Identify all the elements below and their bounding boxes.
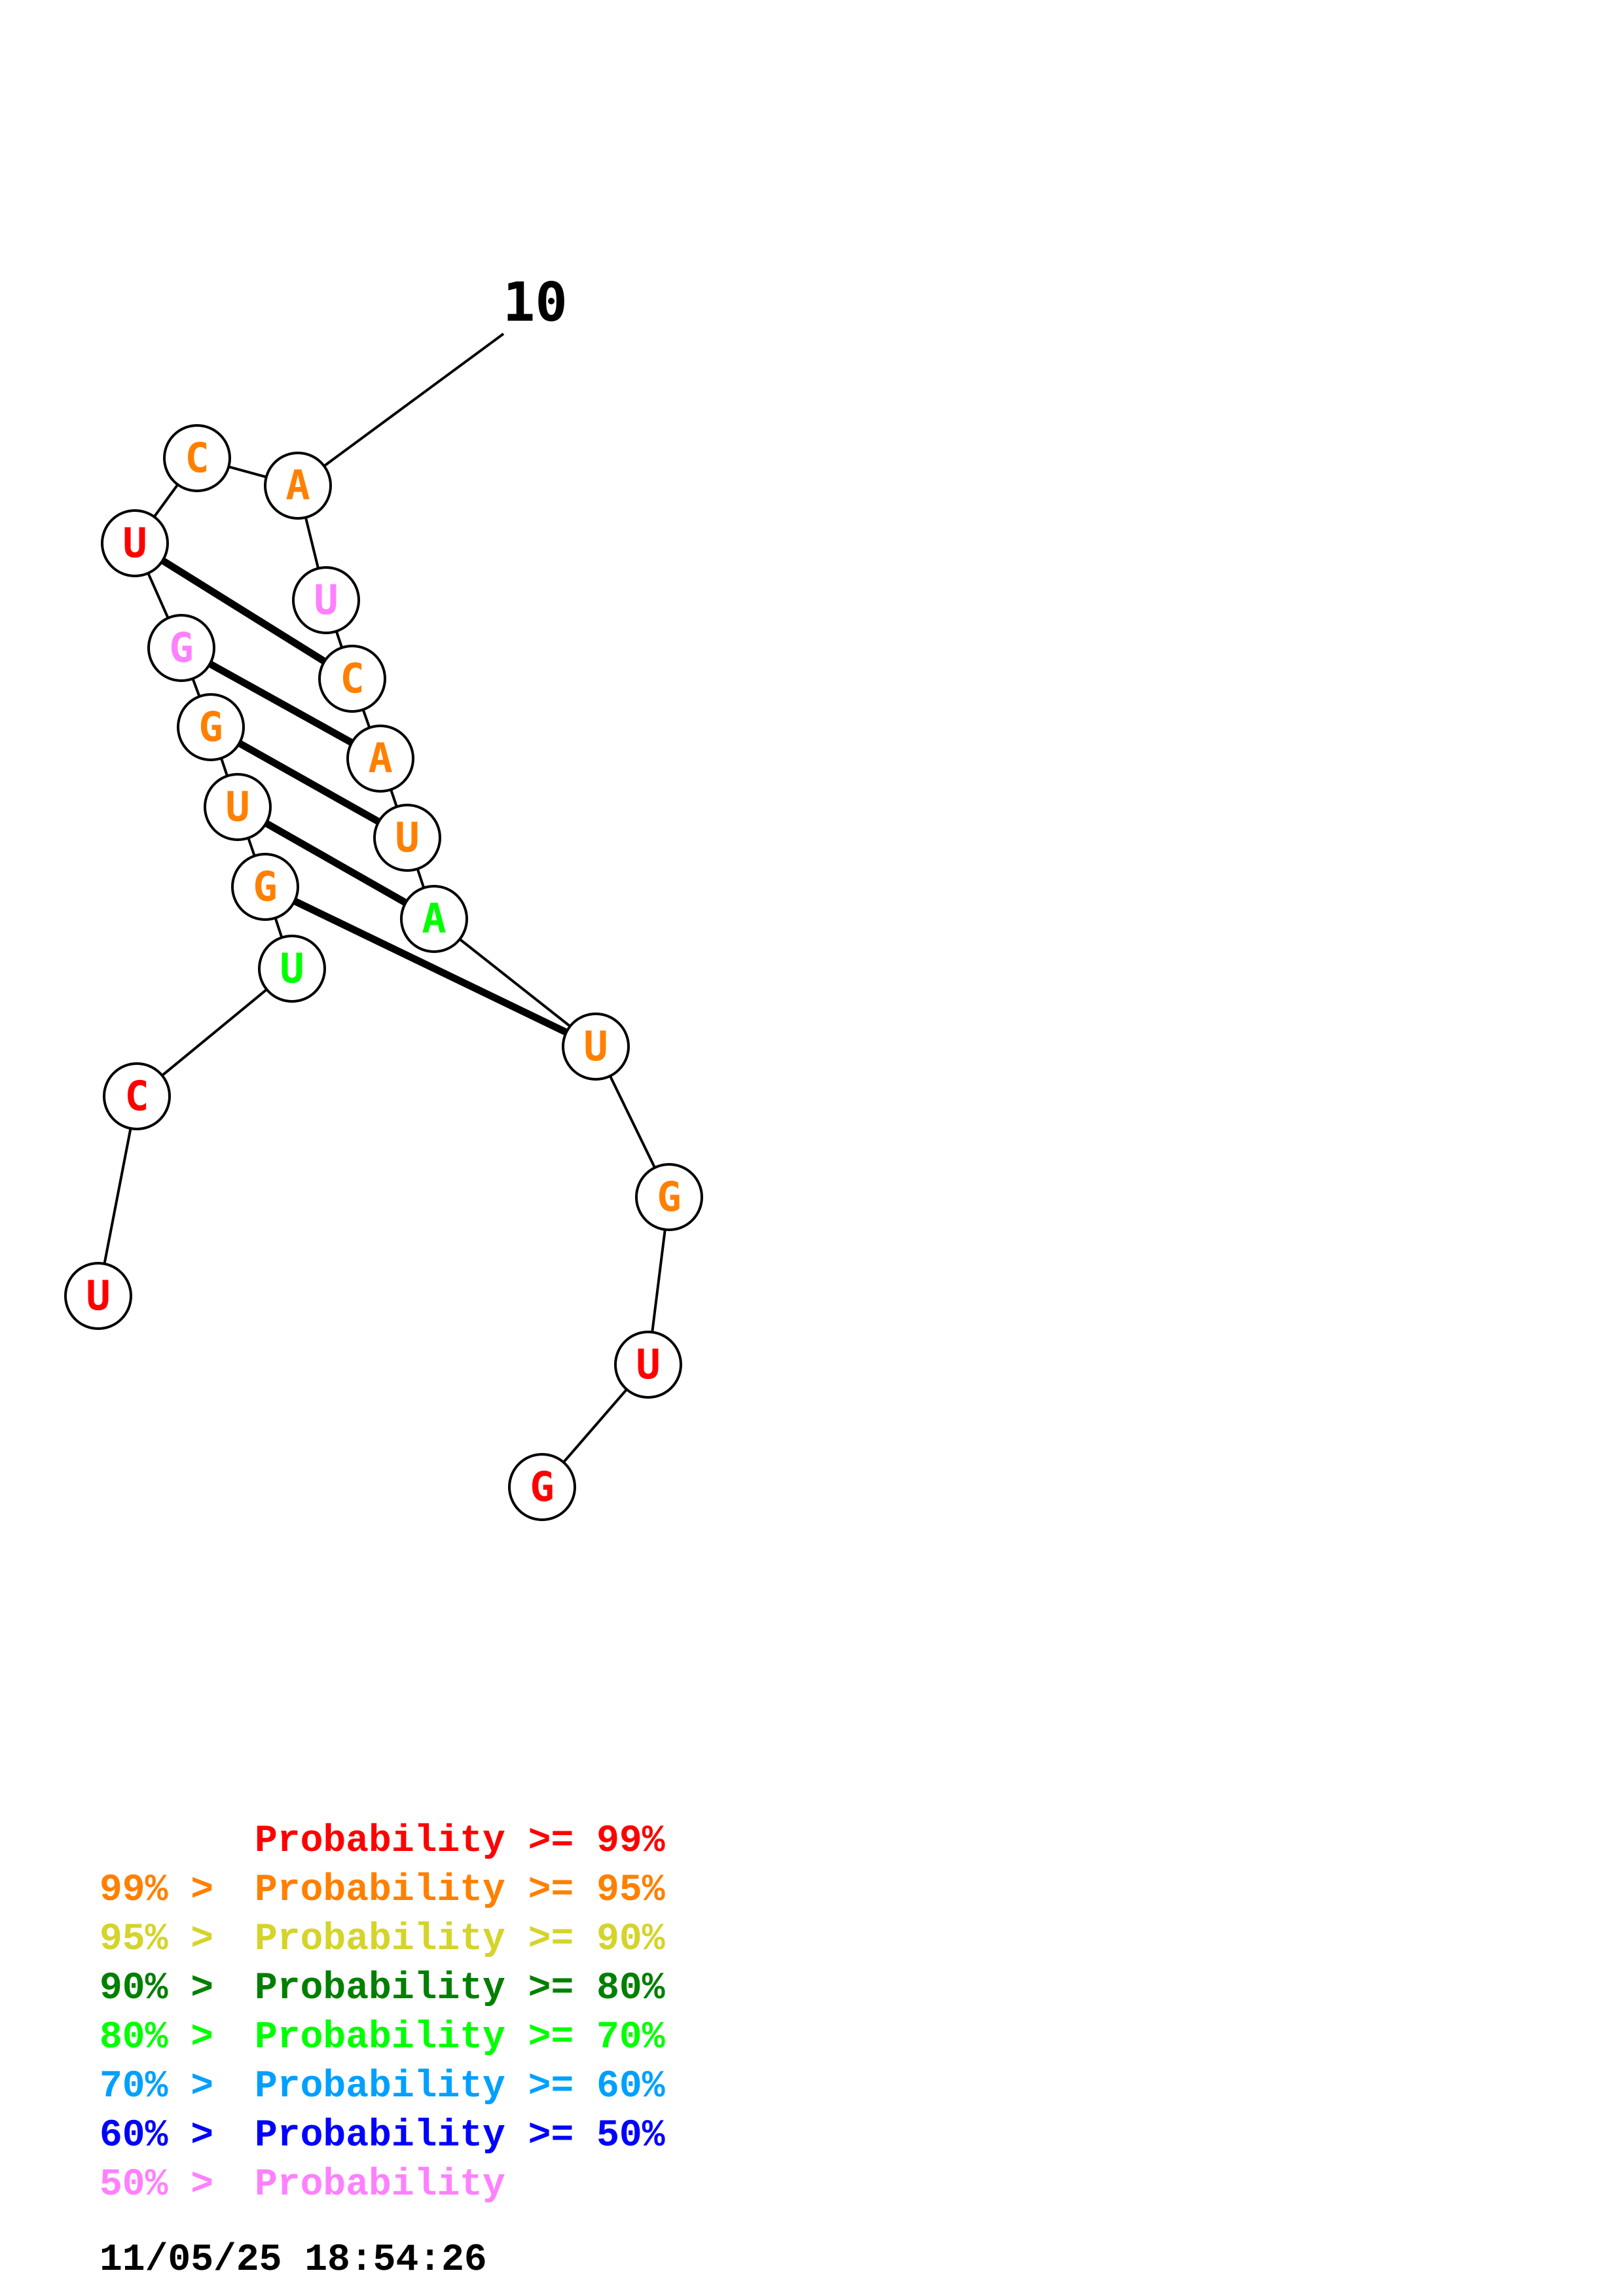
base-pair-bond	[179, 645, 382, 762]
nucleotide-5: U	[204, 773, 272, 841]
probability-legend: Probability >= 99% 99% > Probability >= 9…	[100, 1820, 665, 2282]
nucleotide-11: U	[292, 566, 360, 634]
nucleotide-circle	[400, 885, 468, 953]
position-label-layer: 10	[295, 272, 568, 488]
legend-label: Probability >= 70%	[255, 2017, 665, 2059]
legend-row: 99% > Probability >= 95%	[100, 1869, 665, 1912]
nucleotide-circle	[103, 1062, 171, 1130]
nucleotide-base: G	[253, 863, 277, 910]
base-pair-bond	[209, 724, 409, 841]
nucleotide-12: C	[318, 645, 386, 713]
nucleotide-circle	[64, 1262, 132, 1330]
legend-row: 80% > Probability >= 70%	[100, 2017, 665, 2059]
legend-prefix: 60% >	[100, 2115, 213, 2157]
legend-label: Probability	[255, 2164, 505, 2206]
nucleotide-base: A	[368, 734, 392, 782]
legend-row: 70% > Probability >= 60%	[100, 2066, 665, 2108]
nucleotide-base: C	[340, 655, 364, 702]
legend-row: Probability >= 99%	[255, 1820, 665, 1863]
nucleotide-14: U	[373, 804, 441, 872]
legend-prefix: 70% >	[100, 2066, 213, 2108]
position-label-10: 10	[503, 272, 568, 334]
backbone-layer	[97, 457, 670, 1488]
nucleotide-base: U	[86, 1272, 110, 1319]
legend-row: 50% > Probability	[100, 2164, 505, 2206]
nucleotide-circle	[204, 773, 272, 841]
nucleotide-4: G	[231, 853, 299, 921]
nucleotide-15: A	[400, 885, 468, 953]
nucleotide-base: C	[124, 1072, 149, 1120]
nucleotide-13: A	[346, 725, 414, 793]
nucleotide-circle	[562, 1013, 630, 1081]
nucleotide-1: U	[64, 1262, 132, 1330]
nucleotide-circle	[163, 424, 231, 492]
legend-label: Probability >= 80%	[255, 1967, 665, 2010]
nucleotide-circle	[508, 1453, 576, 1521]
nucleotide-circle	[346, 725, 414, 793]
legend-prefix: 99% >	[100, 1869, 213, 1912]
nucleotide-3: U	[258, 935, 326, 1003]
nucleotide-base: U	[225, 783, 249, 831]
nucleotide-base: U	[395, 814, 419, 861]
nucleotide-base: A	[422, 895, 446, 942]
nucleotide-19: G	[508, 1453, 576, 1521]
nucleotide-base: G	[198, 703, 223, 751]
nucleotide-7: G	[147, 614, 215, 682]
nucleotide-base: U	[280, 944, 304, 992]
legend-row: 95% > Probability >= 90%	[100, 1918, 665, 1961]
nucleotide-circle	[264, 452, 332, 520]
nucleotide-circle	[147, 614, 215, 682]
nucleotide-2: C	[103, 1062, 171, 1130]
legend-row: 90% > Probability >= 80%	[100, 1967, 665, 2010]
nucleotide-6: G	[177, 693, 245, 761]
legend-row: 60% > Probability >= 50%	[100, 2115, 665, 2157]
nucleotide-circle	[373, 804, 441, 872]
nucleotide-circle	[635, 1163, 703, 1231]
backbone-segment	[433, 918, 597, 1048]
nucleotide-circle	[614, 1331, 682, 1399]
legend-prefix: 50% >	[100, 2164, 213, 2206]
nucleotide-circle	[177, 693, 245, 761]
legend-prefix: 90% >	[100, 1967, 213, 2010]
nucleotide-base: G	[657, 1173, 681, 1221]
nucleotide-8: U	[101, 509, 169, 577]
nucleotide-base: G	[530, 1463, 554, 1511]
nucleotide-base: U	[122, 519, 147, 567]
nucleotide-circle	[318, 645, 386, 713]
nucleotide-circle	[292, 566, 360, 634]
legend-prefix: 95% >	[100, 1918, 213, 1961]
nucleotide-circle	[101, 509, 169, 577]
base-pair-bond	[133, 540, 354, 682]
nucleotide-base: U	[583, 1022, 608, 1070]
nucleotide-9: C	[163, 424, 231, 492]
nucleotide-base: U	[636, 1340, 660, 1388]
legend-label: Probability >= 95%	[255, 1869, 665, 1912]
nucleotide-10: A	[264, 452, 332, 520]
base-pair-bond	[263, 884, 598, 1050]
timestamp: 11/05/25 18:54:26	[100, 2239, 487, 2282]
nucleotide-18: U	[614, 1331, 682, 1399]
nucleotide-circle	[231, 853, 299, 921]
nucleotide-base: A	[285, 461, 310, 509]
legend-label: Probability >= 50%	[255, 2115, 665, 2157]
nucleotide-17: G	[635, 1163, 703, 1231]
position-label-tick	[295, 332, 505, 488]
nucleotide-base: U	[314, 576, 338, 624]
nucleotide-circle	[258, 935, 326, 1003]
nucleotide-base: C	[185, 434, 209, 482]
legend-label: Probability >= 90%	[255, 1918, 665, 1961]
legend-label: Probability >= 99%	[255, 1820, 665, 1863]
legend-label: Probability >= 60%	[255, 2066, 665, 2108]
base-pair-bond	[236, 804, 436, 922]
legend-prefix: 80% >	[100, 2017, 213, 2059]
nucleotide-16: U	[562, 1013, 630, 1081]
base-pair-layer	[133, 540, 598, 1050]
nucleotide-base: G	[169, 624, 193, 672]
